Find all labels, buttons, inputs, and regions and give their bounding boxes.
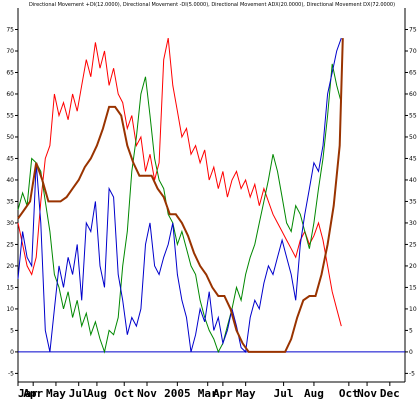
- series-lines: [17, 37, 344, 354]
- y-tick-label-right: 15: [409, 284, 417, 291]
- y-tick-label-left: 55: [6, 112, 14, 119]
- y-tick-label-left: -5: [8, 370, 14, 377]
- y-tick-label-right: 75: [409, 26, 417, 33]
- x-tick-label: Aug: [304, 387, 324, 400]
- y-axis-right: -5 0 5 10 15 20 25 30 35 40 45 50 55 60 65 70 75: [405, 26, 417, 377]
- y-tick-label-right: 5: [409, 327, 413, 334]
- y-tick-label-left: 0: [10, 349, 14, 356]
- x-tick-label: Dec: [380, 387, 400, 400]
- y-tick-label-right: 10: [409, 306, 417, 313]
- series-line-4: [17, 38, 344, 353]
- x-tick-label: May: [46, 387, 66, 400]
- x-tick-label: May: [236, 387, 256, 400]
- y-tick-label-left: 30: [6, 220, 14, 227]
- y-tick-label-left: 25: [6, 241, 14, 248]
- x-tick-label: Apr: [23, 387, 43, 400]
- y-tick-label-left: 65: [6, 69, 14, 76]
- y-tick-label-left: 75: [6, 26, 14, 33]
- y-tick-label-left: 50: [6, 134, 14, 141]
- y-tick-label-right: 55: [409, 112, 417, 119]
- y-tick-label-right: 20: [409, 263, 417, 270]
- y-tick-label-right: 60: [409, 91, 417, 98]
- x-tick-label: Apr: [213, 387, 233, 400]
- y-tick-label-left: 40: [6, 177, 14, 184]
- y-tick-label-right: 45: [409, 155, 417, 162]
- y-tick-label-left: 45: [6, 155, 14, 162]
- y-tick-label-right: 40: [409, 177, 417, 184]
- x-tick-label: Oct: [339, 387, 359, 400]
- x-tick-label: Nov: [137, 387, 157, 400]
- y-tick-label-right: 65: [409, 69, 417, 76]
- y-tick-label-right: 35: [409, 198, 417, 205]
- y-tick-label-right: 0: [409, 349, 413, 356]
- y-tick-label-right: 50: [409, 134, 417, 141]
- y-tick-label-left: 5: [10, 327, 14, 334]
- x-tick-label: Nov: [357, 387, 377, 400]
- series-line-3: [17, 37, 342, 353]
- y-tick-label-right: 30: [409, 220, 417, 227]
- y-tick-label-right: 25: [409, 241, 417, 248]
- x-tick-label: Mar: [198, 387, 218, 400]
- y-tick-label-left: 35: [6, 198, 14, 205]
- y-tick-label-left: 20: [6, 263, 14, 270]
- chart-title: Directional Movement +DI(12.0000), Direc…: [29, 2, 395, 8]
- x-tick-label: Jar: [18, 387, 38, 400]
- x-tick-label: Aug: [87, 387, 107, 400]
- y-tick-label-left: 60: [6, 91, 14, 98]
- y-tick-label-left: 70: [6, 48, 14, 55]
- x-tick-label: Jul: [69, 387, 89, 400]
- y-tick-label-right: -5: [409, 370, 415, 377]
- series-line-2: [17, 63, 342, 354]
- y-tick-label-left: 15: [6, 284, 14, 291]
- y-axis-left: -5 0 5 10 15 20 25 30 35 40 45 50 55 60 65 70 75: [6, 26, 18, 377]
- series-line-1: [17, 37, 342, 327]
- y-tick-label-right: 70: [409, 48, 417, 55]
- y-tick-label-left: 10: [6, 306, 14, 313]
- x-tick-label: Jul: [274, 387, 294, 400]
- x-tick-label: 2005: [164, 387, 191, 400]
- x-tick-label: Oct: [114, 387, 134, 400]
